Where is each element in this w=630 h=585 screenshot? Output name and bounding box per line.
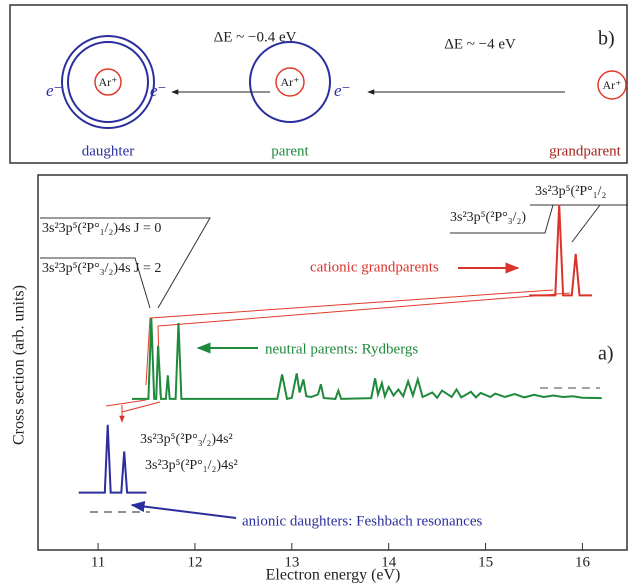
- x-tick-label: 11: [91, 554, 105, 570]
- energy-label: ΔE ~ −0.4 eV: [214, 29, 297, 45]
- electron: e⁻: [334, 81, 351, 100]
- ion: Ar⁺: [281, 75, 300, 89]
- x-tick-label: 13: [284, 554, 299, 570]
- state-label: parent: [271, 143, 309, 159]
- panel-label: b): [598, 28, 615, 50]
- annotation: 3s²3p⁵(²P°₃/₂)4s J = 2: [42, 261, 161, 276]
- annotation: 3s²3p⁵(²P°₃/₂)4s²: [140, 432, 233, 447]
- annotation: 3s²3p⁵(²P°₁/₂: [535, 184, 607, 199]
- series-label: anionic daughters: Feshbach resonances: [242, 513, 482, 529]
- electron: e⁻: [150, 81, 167, 100]
- spectrum-line: [529, 204, 593, 297]
- plot-frame: [37, 174, 628, 551]
- ion: Ar⁺: [603, 78, 622, 92]
- x-tick-label: 12: [187, 554, 202, 570]
- ion: Ar⁺: [99, 75, 118, 89]
- energy-label: ΔE ~ −4 eV: [444, 36, 516, 52]
- annotation-leaders: [40, 204, 628, 519]
- state-label: daughter: [82, 143, 134, 159]
- x-tick-label: 14: [381, 554, 397, 570]
- series-label: cationic grandparents: [310, 259, 439, 275]
- panel-b-frame: [9, 4, 628, 164]
- annotation: 3s²3p⁵(²P°₃/₂): [450, 210, 526, 225]
- x-tick-label: 15: [478, 554, 493, 570]
- panel-label: a): [598, 343, 614, 365]
- spectrum-line: [78, 424, 147, 494]
- y-axis-label: Cross section (arb. units): [11, 285, 28, 445]
- state-label: grandparent: [549, 143, 621, 159]
- annotation: 3s²3p⁵(²P°₁/₂)4s J = 0: [42, 221, 161, 236]
- annotation: 3s²3p⁵(²P°₁/₂)4s²: [145, 458, 238, 473]
- daughter-diagram: [61, 35, 627, 129]
- electron: e⁻: [46, 81, 63, 100]
- series-label: neutral parents: Rydbergs: [265, 341, 418, 357]
- x-tick-label: 16: [575, 554, 591, 570]
- spectrum-line: [132, 318, 602, 401]
- x-axis-label: Electron energy (eV): [266, 567, 401, 584]
